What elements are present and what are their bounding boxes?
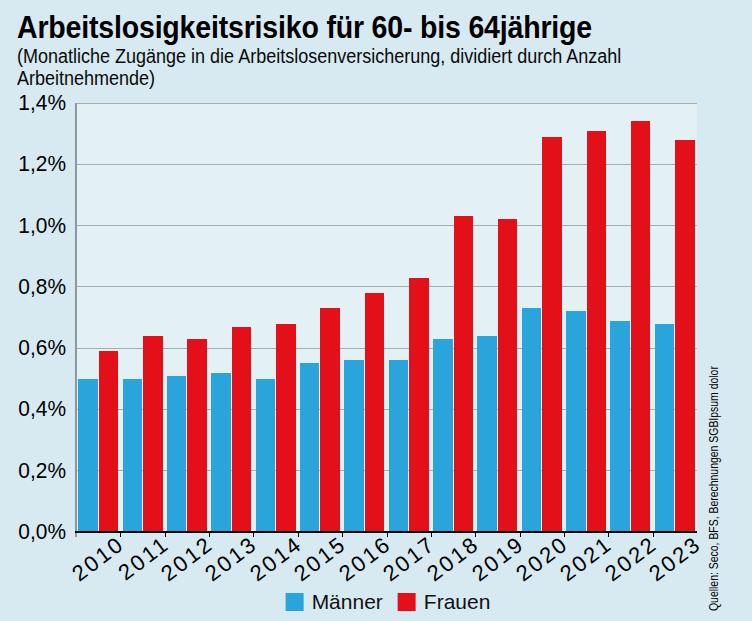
bar-frauen-2014 [276, 324, 296, 532]
bar-frauen-2023 [675, 140, 695, 532]
bar-frauen-2011 [143, 336, 163, 532]
bar-maenner-2011 [123, 379, 143, 532]
x-axis-tick [608, 533, 609, 537]
bar-frauen-2012 [187, 339, 207, 532]
x-axis-tick [253, 533, 254, 537]
x-axis-tick [653, 533, 654, 537]
bar-maenner-2018 [433, 339, 453, 532]
x-axis-tick [342, 533, 343, 537]
x-axis-tick [520, 533, 521, 537]
gridline-1,4 [76, 103, 697, 104]
bar-frauen-2010 [99, 351, 119, 532]
x-axis-tick [564, 533, 565, 537]
chart-legend: Männer Frauen [286, 590, 491, 614]
bar-maenner-2019 [477, 336, 497, 532]
y-axis-label: 1,0% [3, 213, 66, 239]
bar-maenner-2020 [522, 308, 542, 532]
legend-label-maenner: Männer [312, 590, 383, 614]
legend-swatch-maenner [286, 593, 304, 611]
legend-label-frauen: Frauen [424, 590, 491, 614]
y-axis-label: 0,0% [3, 519, 66, 545]
bar-frauen-2013 [232, 327, 252, 532]
bar-maenner-2010 [78, 379, 98, 532]
y-axis-label: 0,8% [3, 274, 66, 300]
bar-frauen-2019 [498, 219, 518, 532]
legend-item-maenner: Männer [286, 590, 383, 614]
x-axis-tick [209, 533, 210, 537]
x-axis-tick [298, 533, 299, 537]
y-axis-label: 1,2% [3, 151, 66, 177]
bar-maenner-2015 [300, 363, 320, 532]
bar-frauen-2017 [409, 278, 429, 532]
x-axis-line [75, 531, 697, 533]
bar-maenner-2016 [344, 360, 364, 532]
bar-maenner-2017 [389, 360, 409, 532]
bar-maenner-2012 [167, 376, 187, 532]
bar-frauen-2016 [365, 293, 385, 532]
bar-maenner-2014 [256, 379, 276, 532]
y-axis-label: 0,6% [3, 335, 66, 361]
bar-frauen-2018 [454, 216, 474, 532]
chart-subtitle-line2: Arbeitnehmende) [17, 67, 155, 89]
bar-maenner-2023 [655, 324, 675, 532]
chart-title: Arbeitslosigkeitsrisiko für 60- bis 64jä… [17, 10, 592, 46]
bar-maenner-2013 [211, 373, 231, 532]
bar-frauen-2020 [542, 137, 562, 532]
x-axis-tick [165, 533, 166, 537]
bar-frauen-2015 [320, 308, 340, 532]
x-axis-tick [120, 533, 121, 537]
y-axis-line [75, 103, 77, 537]
source-note: Quellen: Seco, BFS, Berechnungen SGBIpsu… [707, 366, 721, 611]
chart-subtitle: (Monatliche Zugänge in die Arbeitslosenv… [17, 45, 621, 89]
bar-maenner-2022 [610, 321, 630, 532]
bar-frauen-2022 [631, 121, 651, 532]
x-axis-tick [431, 533, 432, 537]
bar-maenner-2021 [566, 311, 586, 532]
legend-swatch-frauen [398, 593, 416, 611]
y-axis-label: 0,2% [3, 458, 66, 484]
x-axis-tick [475, 533, 476, 537]
bar-frauen-2021 [587, 131, 607, 532]
chart-subtitle-line1: (Monatliche Zugänge in die Arbeitslosenv… [17, 45, 621, 67]
x-axis-tick [387, 533, 388, 537]
legend-item-frauen: Frauen [398, 590, 491, 614]
y-axis-label: 0,4% [3, 396, 66, 422]
y-axis-label: 1,4% [3, 90, 66, 116]
